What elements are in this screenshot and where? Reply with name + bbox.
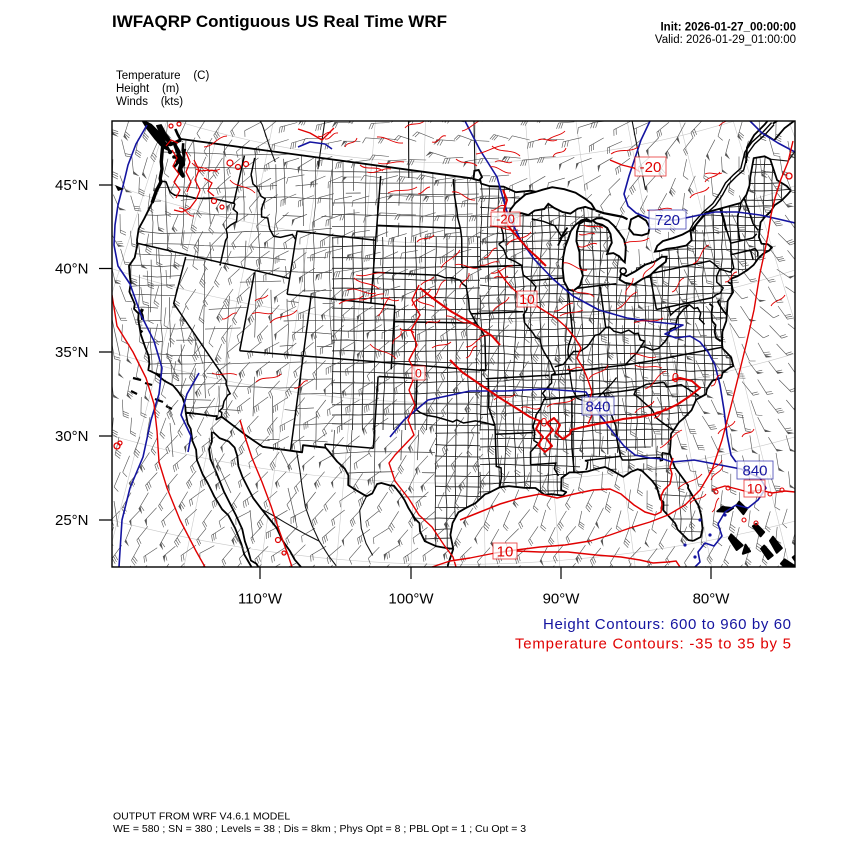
svg-text:25°N: 25°N: [55, 512, 89, 529]
svg-text:Temperature (C): Temperature (C): [116, 70, 209, 82]
svg-text:840: 840: [585, 398, 610, 415]
svg-text:10: 10: [497, 543, 514, 560]
svg-text:80°W: 80°W: [693, 591, 731, 608]
svg-text:IWFAQRP Contiguous US Real Tim: IWFAQRP Contiguous US Real Time WRF: [112, 12, 447, 31]
svg-text:720: 720: [655, 212, 680, 229]
svg-text:90°W: 90°W: [543, 591, 581, 608]
svg-text:Height Contours: 600 to 960 by: Height Contours: 600 to 960 by 60: [543, 616, 791, 633]
svg-text:100°W: 100°W: [388, 591, 434, 608]
svg-text:OUTPUT FROM WRF V4.6.1 MODEL: OUTPUT FROM WRF V4.6.1 MODEL: [113, 811, 290, 823]
svg-text:840: 840: [742, 462, 767, 479]
svg-text:0: 0: [415, 366, 422, 380]
svg-text:Init: 2026-01-27_00:00:00: Init: 2026-01-27_00:00:00: [660, 22, 796, 34]
svg-text:Winds (kts): Winds (kts): [116, 96, 183, 108]
svg-text:Valid: 2026-01-29_01:00:00: Valid: 2026-01-29_01:00:00: [655, 34, 796, 46]
svg-text:110°W: 110°W: [238, 591, 283, 608]
svg-text:-20: -20: [640, 159, 662, 176]
svg-text:WE = 580 ; SN = 380 ; Levels =: WE = 580 ; SN = 380 ; Levels = 38 ; Dis …: [113, 823, 526, 835]
svg-text:Temperature Contours: -35 to 3: Temperature Contours: -35 to 35 by 5: [515, 636, 791, 653]
svg-text:40°N: 40°N: [55, 261, 89, 278]
svg-text:10: 10: [519, 291, 535, 307]
svg-text:Height (m): Height (m): [116, 83, 179, 95]
svg-text:0: 0: [541, 415, 548, 429]
svg-text:35°N: 35°N: [55, 344, 89, 361]
svg-text:45°N: 45°N: [55, 177, 89, 194]
svg-text:0: 0: [672, 370, 679, 385]
svg-text:-20: -20: [496, 212, 515, 227]
svg-text:10: 10: [747, 481, 763, 497]
svg-text:30°N: 30°N: [55, 428, 89, 445]
